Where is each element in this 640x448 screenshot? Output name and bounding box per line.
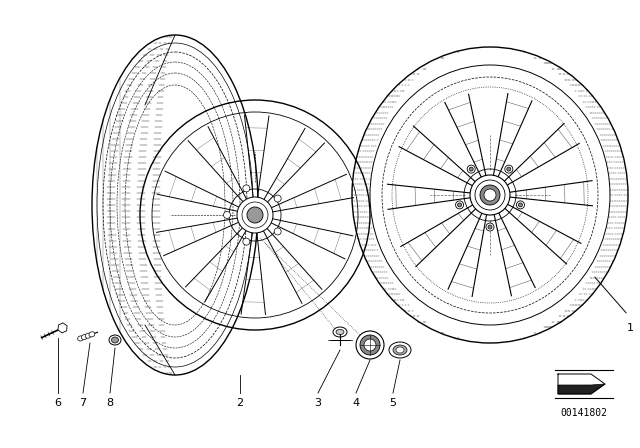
Ellipse shape	[480, 185, 500, 205]
Ellipse shape	[364, 339, 376, 351]
Text: 7: 7	[79, 398, 86, 408]
Ellipse shape	[109, 335, 121, 345]
Text: 6: 6	[54, 398, 61, 408]
Ellipse shape	[243, 238, 250, 245]
Ellipse shape	[518, 203, 522, 207]
Text: 2: 2	[236, 398, 244, 408]
Text: 3: 3	[314, 398, 321, 408]
Text: 5: 5	[390, 398, 397, 408]
Ellipse shape	[456, 201, 463, 209]
Ellipse shape	[223, 211, 230, 219]
Ellipse shape	[111, 337, 118, 343]
Ellipse shape	[237, 197, 273, 233]
Ellipse shape	[389, 342, 411, 358]
Ellipse shape	[469, 167, 473, 171]
Ellipse shape	[507, 167, 511, 171]
Ellipse shape	[396, 347, 404, 353]
Ellipse shape	[274, 195, 281, 202]
Ellipse shape	[89, 332, 95, 337]
Ellipse shape	[393, 345, 407, 355]
Ellipse shape	[356, 331, 384, 359]
Ellipse shape	[247, 207, 263, 223]
Text: 1: 1	[627, 323, 634, 333]
Ellipse shape	[458, 203, 461, 207]
Ellipse shape	[274, 228, 281, 235]
Text: 4: 4	[353, 398, 360, 408]
Ellipse shape	[470, 175, 510, 215]
Polygon shape	[558, 384, 605, 394]
Ellipse shape	[486, 223, 494, 231]
Ellipse shape	[516, 201, 524, 209]
Ellipse shape	[467, 165, 475, 173]
Ellipse shape	[243, 185, 250, 192]
Ellipse shape	[484, 189, 496, 201]
Text: 00141802: 00141802	[561, 408, 607, 418]
Ellipse shape	[488, 225, 492, 229]
Ellipse shape	[85, 333, 91, 338]
Ellipse shape	[77, 336, 84, 341]
Text: 8: 8	[106, 398, 113, 408]
Ellipse shape	[505, 165, 513, 173]
Ellipse shape	[336, 329, 344, 335]
Polygon shape	[58, 323, 67, 333]
Ellipse shape	[360, 335, 380, 355]
Ellipse shape	[81, 335, 87, 340]
